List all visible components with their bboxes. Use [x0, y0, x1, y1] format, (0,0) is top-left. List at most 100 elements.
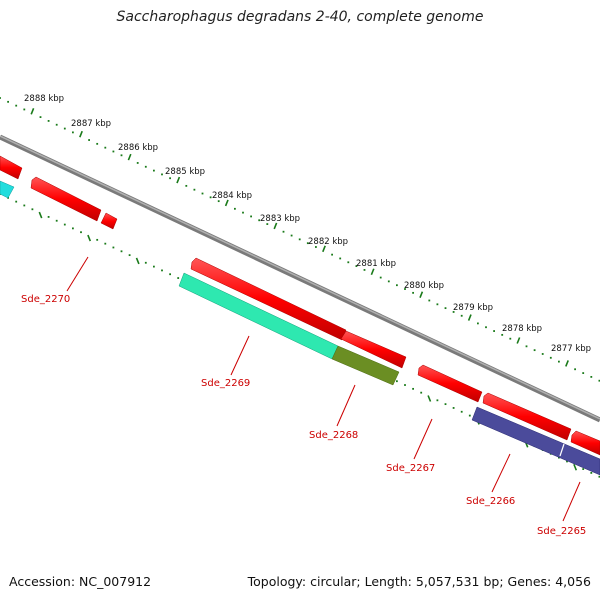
- outer-ring-minor-tick: [266, 223, 269, 225]
- inner-ring-minor-tick: [55, 219, 58, 222]
- gene-feature-sde-2270-b: [100, 212, 118, 230]
- outer-ring-minor-tick: [404, 288, 406, 290]
- block-cyan-left: [0, 180, 15, 199]
- gene-feature-left-edge: [0, 155, 23, 180]
- outer-ring-major-tick: [370, 268, 375, 276]
- inner-ring-minor-tick: [598, 475, 600, 478]
- inner-ring-minor-tick: [128, 254, 131, 257]
- outer-ring-minor-tick: [582, 372, 585, 374]
- outer-ring-major-tick: [419, 291, 424, 298]
- outer-ring-minor-tick: [525, 345, 528, 348]
- outer-ring-minor-tick: [112, 150, 115, 153]
- inner-ring-minor-tick: [80, 231, 82, 234]
- outer-ring-major-tick: [516, 337, 521, 344]
- inner-ring-minor-tick: [112, 246, 115, 249]
- outer-ring-minor-tick: [217, 200, 220, 203]
- outer-ring-minor-tick: [39, 116, 42, 119]
- outer-ring-minor-tick: [23, 108, 26, 111]
- inner-ring-minor-tick: [63, 223, 66, 226]
- gene-label-sde-2267: Sde_2267: [386, 463, 435, 474]
- outer-ring-minor-tick: [598, 379, 600, 382]
- gene-label-sde-2266: Sde_2266: [466, 496, 515, 507]
- inner-ring-minor-tick: [460, 410, 463, 413]
- outer-ring-minor-tick: [509, 337, 512, 340]
- outer-ring-major-tick: [176, 176, 181, 184]
- outer-ring-minor-tick: [306, 242, 309, 245]
- outer-ring-minor-tick: [541, 353, 544, 355]
- outer-ring-minor-tick: [144, 165, 147, 168]
- gene-label-sde-2269: Sde_2269: [201, 378, 250, 389]
- gene-label-sde-2268: Sde_2268: [309, 430, 358, 441]
- outer-ring-minor-tick: [169, 177, 171, 180]
- outer-ring-major-tick: [224, 199, 229, 207]
- outer-ring-major-tick: [30, 107, 35, 115]
- inner-ring-major-tick: [135, 257, 140, 265]
- outer-ring-minor-tick: [355, 265, 358, 268]
- outer-ring-minor-tick: [558, 360, 560, 363]
- outer-ring-minor-tick: [485, 326, 487, 329]
- inner-ring-major-tick: [573, 463, 578, 471]
- outer-ring-minor-tick: [72, 131, 74, 134]
- outer-ring-minor-tick: [387, 280, 390, 283]
- outer-ring-minor-tick: [493, 330, 495, 332]
- outer-ring-minor-tick: [428, 299, 431, 302]
- outer-ring-minor-tick: [15, 104, 18, 107]
- map-title: Saccharophagus degradans 2-40, complete …: [116, 9, 484, 25]
- inner-ring-minor-tick: [72, 227, 74, 230]
- kbp-label-2887: 2887 kbp: [71, 119, 111, 129]
- colored-feature-blocks: [0, 180, 600, 476]
- genome-backbone: [0, 134, 600, 423]
- outer-ring-minor-tick: [444, 307, 447, 310]
- inner-ring-minor-tick: [96, 238, 99, 241]
- inner-ring-minor-tick: [412, 387, 414, 390]
- outer-ring-minor-tick: [96, 142, 99, 145]
- gene-labels: Sde_2270 Sde_2269 Sde_2268 Sde_2267 Sde_…: [21, 294, 586, 537]
- kbp-label-2884: 2884 kbp: [212, 191, 252, 201]
- outer-ring-minor-tick: [104, 146, 107, 149]
- outer-ring-minor-tick: [234, 207, 236, 210]
- inner-ring-minor-tick: [436, 399, 439, 402]
- kbp-label-2879: 2879 kbp: [453, 303, 493, 313]
- outer-ring-minor-tick: [412, 291, 414, 294]
- inner-ring-minor-tick: [15, 200, 18, 203]
- outer-ring-major-tick: [273, 222, 278, 230]
- outer-ring-minor-tick: [549, 356, 552, 359]
- inner-ring-minor-tick: [120, 250, 123, 253]
- outer-ring-minor-tick: [7, 100, 9, 103]
- inner-ring-minor-tick: [404, 384, 406, 386]
- outer-ring-minor-tick: [0, 97, 1, 99]
- genome-summary-text: Topology: circular; Length: 5,057,531 bp…: [247, 574, 591, 589]
- gene-label-leaders: [66, 256, 581, 522]
- outer-ring-minor-tick: [185, 184, 188, 187]
- outer-ring-minor-tick: [120, 154, 123, 157]
- outer-ring-major-tick: [322, 245, 326, 253]
- inner-ring-minor-tick: [153, 265, 155, 268]
- outer-ring-major-tick: [127, 153, 132, 161]
- gene-label-sde-2265: Sde_2265: [537, 526, 586, 537]
- inner-ring-minor-tick: [31, 208, 34, 211]
- outer-ring-major-tick: [565, 360, 569, 367]
- inner-ring-minor-tick: [590, 471, 593, 474]
- inner-ring-minor-tick: [161, 269, 163, 272]
- outer-ring-minor-tick: [209, 196, 212, 199]
- inner-ring-minor-tick: [566, 460, 568, 463]
- inner-ring-minor-tick: [420, 391, 423, 394]
- kbp-label-2880: 2880 kbp: [404, 281, 444, 291]
- accession-text: Accession: NC_007912: [9, 574, 152, 589]
- outer-ring-minor-tick: [201, 192, 204, 195]
- inner-ring-minor-tick: [452, 407, 455, 409]
- kbp-label-2886: 2886 kbp: [118, 143, 158, 153]
- outer-ring-minor-tick: [396, 284, 398, 287]
- forward-strand-genes: [0, 155, 600, 456]
- gene-label-sde-2270: Sde_2270: [21, 294, 70, 305]
- outer-ring-minor-tick: [136, 162, 139, 164]
- gene-feature-sde-2266: [482, 392, 572, 441]
- outer-ring-minor-tick: [363, 269, 366, 271]
- outer-ring-minor-tick: [282, 230, 285, 233]
- gene-feature-sde-2267: [417, 364, 483, 403]
- block-olive: [331, 345, 400, 386]
- inner-ring-minor-tick: [468, 414, 471, 417]
- outer-ring-minor-tick: [47, 120, 50, 122]
- outer-ring-minor-tick: [590, 375, 593, 378]
- inner-ring-minor-tick: [444, 403, 447, 406]
